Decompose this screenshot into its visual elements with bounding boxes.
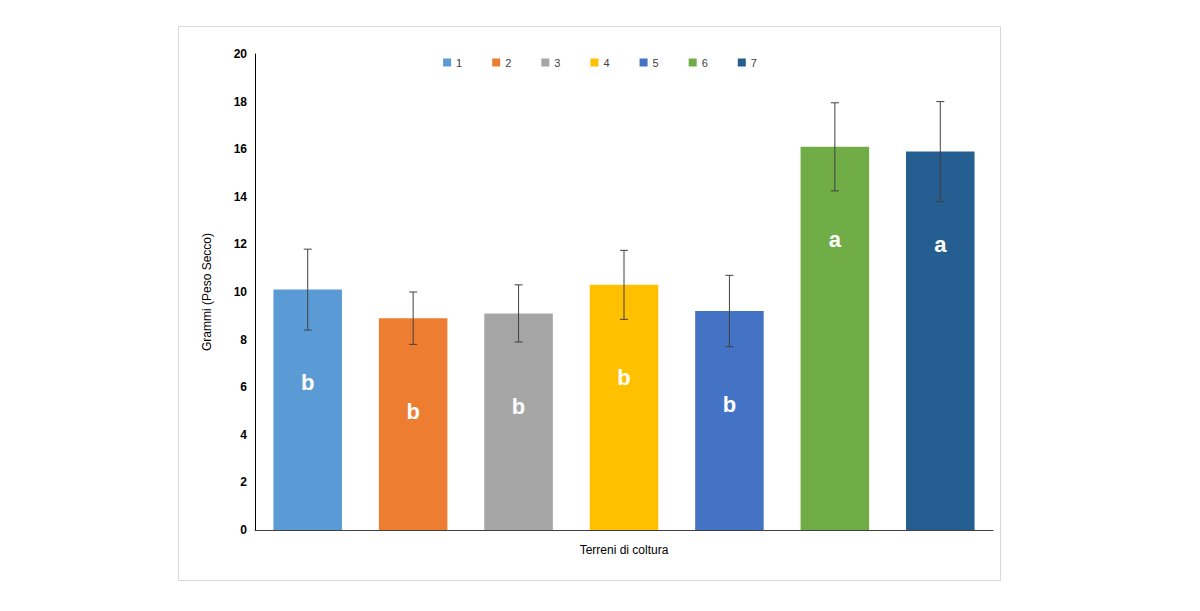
- svg-text:20: 20: [234, 47, 248, 61]
- svg-text:10: 10: [234, 285, 248, 299]
- svg-text:4: 4: [603, 57, 609, 69]
- svg-text:2: 2: [505, 57, 511, 69]
- svg-text:a: a: [829, 227, 842, 252]
- svg-text:0: 0: [240, 523, 247, 537]
- svg-text:a: a: [934, 232, 947, 257]
- svg-text:Grammi (Peso Secco): Grammi (Peso Secco): [200, 233, 214, 351]
- svg-text:7: 7: [751, 57, 757, 69]
- svg-text:5: 5: [653, 57, 659, 69]
- svg-text:Terreni di coltura: Terreni di coltura: [580, 543, 669, 557]
- svg-text:6: 6: [240, 380, 247, 394]
- svg-text:b: b: [301, 370, 314, 395]
- svg-text:4: 4: [240, 428, 247, 442]
- svg-text:14: 14: [234, 190, 248, 204]
- svg-text:1: 1: [456, 57, 462, 69]
- svg-text:b: b: [617, 365, 630, 390]
- svg-text:6: 6: [702, 57, 708, 69]
- svg-text:b: b: [512, 394, 525, 419]
- svg-text:2: 2: [240, 475, 247, 489]
- svg-text:18: 18: [234, 95, 248, 109]
- svg-text:b: b: [406, 399, 419, 424]
- svg-text:b: b: [723, 392, 736, 417]
- svg-text:3: 3: [554, 57, 560, 69]
- svg-text:8: 8: [240, 333, 247, 347]
- svg-text:16: 16: [234, 142, 248, 156]
- svg-text:12: 12: [234, 237, 248, 251]
